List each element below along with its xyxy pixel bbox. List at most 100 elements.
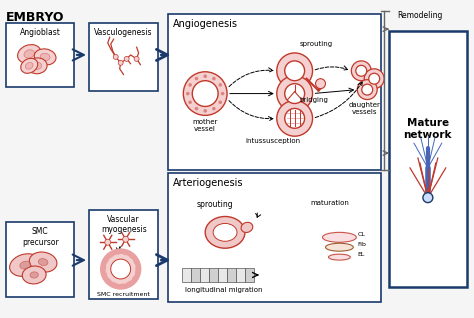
Circle shape bbox=[285, 61, 305, 81]
Bar bbox=[89, 23, 158, 91]
Text: Vascular
myogenesis: Vascular myogenesis bbox=[101, 215, 146, 234]
Text: intussusception: intussusception bbox=[245, 138, 301, 144]
Circle shape bbox=[101, 265, 106, 270]
Circle shape bbox=[203, 74, 207, 78]
Ellipse shape bbox=[322, 232, 356, 242]
Bar bbox=[168, 14, 381, 170]
Circle shape bbox=[195, 107, 198, 110]
Ellipse shape bbox=[20, 261, 31, 269]
Bar bbox=[209, 268, 218, 282]
Circle shape bbox=[212, 107, 216, 110]
Text: SMC recruitment: SMC recruitment bbox=[97, 292, 150, 297]
Bar bbox=[89, 210, 158, 299]
Text: longitudinal migration: longitudinal migration bbox=[185, 287, 263, 293]
Text: sprouting: sprouting bbox=[300, 41, 333, 47]
Ellipse shape bbox=[9, 254, 41, 276]
Circle shape bbox=[109, 253, 113, 258]
Text: maturation: maturation bbox=[310, 200, 349, 206]
Ellipse shape bbox=[22, 266, 46, 284]
Circle shape bbox=[119, 283, 125, 288]
Circle shape bbox=[183, 72, 227, 115]
Text: mother
vessel: mother vessel bbox=[192, 119, 218, 132]
Bar bbox=[227, 268, 236, 282]
Text: Mature
network: Mature network bbox=[404, 118, 452, 140]
Circle shape bbox=[132, 276, 137, 281]
Circle shape bbox=[221, 92, 224, 95]
Ellipse shape bbox=[40, 53, 50, 60]
Bar bbox=[6, 23, 74, 86]
Circle shape bbox=[369, 73, 380, 84]
Ellipse shape bbox=[205, 217, 245, 248]
Bar bbox=[236, 268, 245, 282]
Bar bbox=[182, 268, 191, 282]
Text: Arteriogenesis: Arteriogenesis bbox=[173, 178, 244, 188]
Ellipse shape bbox=[27, 58, 47, 74]
Bar bbox=[389, 31, 466, 287]
Ellipse shape bbox=[24, 50, 35, 58]
Ellipse shape bbox=[213, 224, 237, 241]
Circle shape bbox=[351, 61, 371, 81]
Circle shape bbox=[105, 239, 111, 245]
Circle shape bbox=[277, 100, 312, 136]
Text: CL: CL bbox=[357, 232, 365, 237]
Circle shape bbox=[134, 56, 139, 61]
Circle shape bbox=[219, 83, 222, 87]
Circle shape bbox=[102, 272, 107, 277]
Circle shape bbox=[212, 77, 216, 80]
Circle shape bbox=[203, 109, 207, 113]
Ellipse shape bbox=[328, 254, 350, 260]
Circle shape bbox=[124, 56, 129, 61]
Ellipse shape bbox=[29, 252, 57, 272]
Ellipse shape bbox=[18, 45, 41, 63]
Text: Angioblast: Angioblast bbox=[20, 28, 61, 37]
Bar bbox=[245, 268, 254, 282]
Circle shape bbox=[103, 258, 109, 263]
Circle shape bbox=[362, 84, 373, 95]
Text: sprouting: sprouting bbox=[196, 200, 233, 209]
Circle shape bbox=[186, 92, 190, 95]
Text: Remodeling: Remodeling bbox=[397, 11, 442, 20]
Ellipse shape bbox=[30, 272, 38, 278]
Ellipse shape bbox=[33, 62, 42, 69]
Text: EMBRYO: EMBRYO bbox=[6, 11, 65, 24]
Circle shape bbox=[112, 282, 118, 287]
Circle shape bbox=[364, 69, 384, 89]
Circle shape bbox=[285, 84, 305, 103]
Bar bbox=[191, 268, 200, 282]
Circle shape bbox=[423, 193, 433, 203]
Circle shape bbox=[129, 254, 134, 259]
Circle shape bbox=[188, 100, 192, 104]
Ellipse shape bbox=[21, 58, 38, 73]
Circle shape bbox=[277, 76, 312, 111]
Bar bbox=[218, 268, 227, 282]
Circle shape bbox=[135, 266, 140, 272]
Text: EL: EL bbox=[357, 252, 365, 257]
Circle shape bbox=[127, 281, 132, 286]
Text: SMC
precursor: SMC precursor bbox=[22, 227, 58, 247]
Circle shape bbox=[219, 100, 222, 104]
Circle shape bbox=[134, 259, 138, 264]
Text: Fib: Fib bbox=[357, 242, 366, 247]
Circle shape bbox=[106, 279, 111, 283]
Bar bbox=[6, 222, 74, 297]
Ellipse shape bbox=[38, 259, 48, 266]
Circle shape bbox=[113, 54, 118, 59]
Circle shape bbox=[188, 83, 192, 87]
Circle shape bbox=[123, 236, 128, 242]
Ellipse shape bbox=[26, 62, 33, 69]
Circle shape bbox=[357, 80, 377, 100]
Circle shape bbox=[195, 77, 198, 80]
Bar bbox=[200, 268, 209, 282]
Text: bridging: bridging bbox=[300, 97, 328, 102]
Bar bbox=[168, 173, 381, 302]
Ellipse shape bbox=[326, 243, 353, 251]
Circle shape bbox=[316, 79, 326, 89]
Circle shape bbox=[285, 108, 305, 128]
Circle shape bbox=[192, 81, 218, 107]
Ellipse shape bbox=[34, 49, 56, 65]
Circle shape bbox=[111, 259, 131, 279]
Circle shape bbox=[135, 269, 140, 274]
Circle shape bbox=[277, 53, 312, 89]
Text: Vasculogenesis: Vasculogenesis bbox=[94, 28, 153, 37]
Text: daughter
vessels: daughter vessels bbox=[348, 101, 380, 114]
